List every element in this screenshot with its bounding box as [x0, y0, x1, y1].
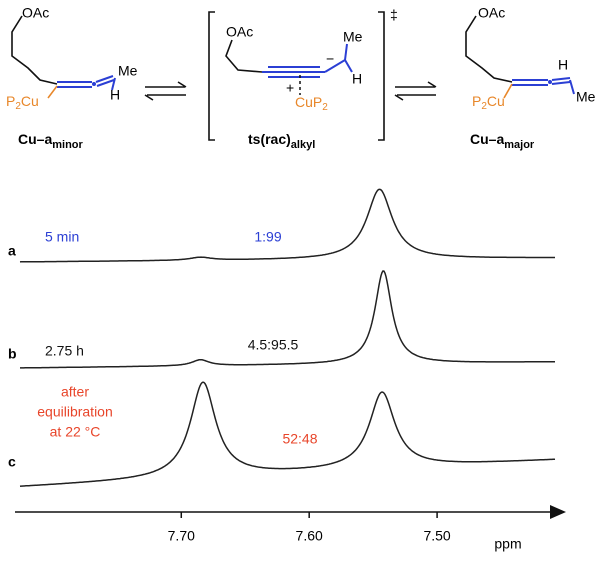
equilibrium-arrows — [144, 81, 437, 101]
trace-note: 5 min — [45, 229, 79, 245]
h: H — [352, 71, 362, 87]
compound-label: ts(rac)alkyl — [248, 131, 315, 151]
trace-note: at 22 °C — [50, 424, 101, 440]
trace-note: 2.75 h — [45, 343, 84, 359]
trace-note: after — [61, 384, 89, 400]
compound-label: Cu–aminor — [18, 131, 84, 151]
me: Me — [118, 63, 138, 79]
structure-left — [11, 15, 116, 99]
spectrum — [19, 381, 556, 487]
structure-right — [465, 15, 575, 99]
x-tick-label: 7.60 — [296, 528, 323, 544]
x-tick-label: 7.50 — [423, 528, 450, 544]
ratio-label: 52:48 — [282, 431, 317, 447]
h: H — [558, 57, 568, 73]
charge: + — [286, 80, 294, 96]
charge: − — [326, 51, 334, 67]
trace-label: a — [8, 243, 16, 259]
cu-ligand: CuP2 — [295, 94, 328, 113]
x-tick-label: 7.70 — [168, 528, 195, 544]
trace-label: c — [8, 454, 16, 470]
ratio-label: 1:99 — [254, 229, 281, 245]
ratio-label: 4.5:95.5 — [248, 337, 299, 353]
oac: OAc — [226, 24, 253, 40]
x-axis-label: ppm — [494, 536, 521, 552]
trace-label: b — [8, 346, 17, 362]
spectrum — [19, 188, 555, 263]
axis-arrow — [550, 505, 566, 519]
trace-note: equilibration — [37, 404, 113, 420]
dagger: ‡ — [390, 7, 398, 23]
oac: OAc — [478, 5, 505, 21]
cu-ligand: P2Cu — [6, 93, 39, 112]
spectrum — [20, 270, 555, 369]
compound-label: Cu–amajor — [470, 131, 535, 151]
oac: OAc — [22, 5, 49, 21]
me: Me — [343, 29, 363, 45]
me: Me — [576, 89, 596, 105]
h: H — [110, 87, 120, 103]
cu-ligand: P2Cu — [472, 93, 505, 112]
structure-center — [208, 11, 385, 141]
